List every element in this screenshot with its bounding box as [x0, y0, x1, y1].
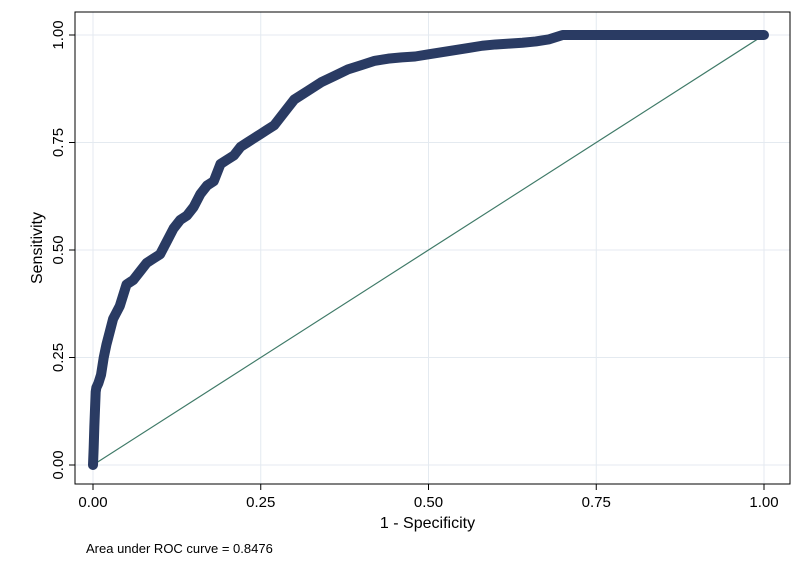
y-axis: 0.00 0.25 0.50 0.75 1.00	[50, 20, 75, 480]
reference-line-group	[92, 34, 765, 466]
x-tick-label: 0.25	[246, 494, 275, 511]
y-tick-label: 0.25	[50, 343, 67, 372]
plot-frame	[74, 11, 791, 485]
x-axis-title: 1 - Specificity	[380, 515, 475, 532]
roc-curve-group	[88, 30, 769, 470]
y-axis-title: Sensitivity	[29, 212, 46, 284]
x-tick-label: 0.75	[582, 494, 611, 511]
roc-curve-line	[88, 30, 769, 470]
y-tick-label: 1.00	[50, 20, 67, 49]
reference-line	[92, 34, 765, 466]
x-axis: 0.00 0.25 0.50 0.75 1.00	[78, 484, 779, 511]
auc-annotation: Area under ROC curve = 0.8476	[86, 541, 273, 556]
x-tick-label: 1.00	[749, 494, 778, 511]
x-tick-label: 0.50	[414, 494, 443, 511]
x-tick-label: 0.00	[78, 494, 107, 511]
y-tick-label: 0.00	[50, 450, 67, 479]
y-tick-label: 0.50	[50, 235, 67, 264]
y-tick-label: 0.75	[50, 128, 67, 157]
